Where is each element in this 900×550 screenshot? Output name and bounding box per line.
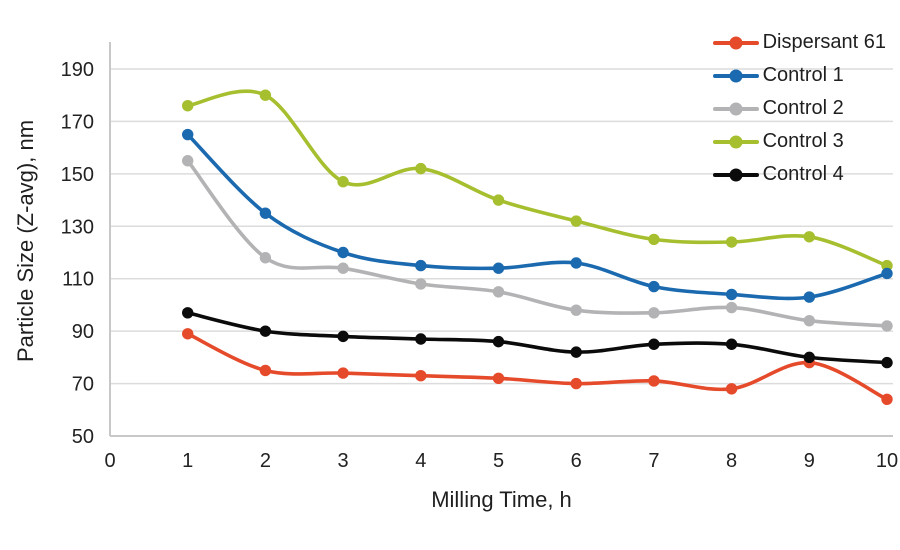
x-tick-label-6: 6 [571, 450, 582, 472]
data-point-control-1-h4 [415, 259, 427, 272]
legend-line-swatch [712, 168, 759, 181]
data-point-control-4-h3 [337, 330, 349, 343]
legend-marker-dot [729, 135, 743, 148]
data-point-dispersant-61-h4 [415, 370, 427, 382]
legend-label: Control 4 [762, 163, 844, 185]
series-line-control-2 [185, 159, 889, 328]
data-point-control-1-h1 [182, 128, 194, 141]
data-point-control-1-h6 [570, 257, 582, 269]
legend-label: Control 3 [762, 130, 844, 152]
x-tick-label-10: 10 [876, 450, 898, 472]
legend-line-swatch [712, 69, 759, 82]
data-point-dispersant-61-h2 [259, 364, 272, 377]
data-point-control-4-h4 [415, 333, 427, 345]
legend-label: Dispersant 61 [762, 31, 886, 53]
data-point-control-1-h9 [803, 291, 815, 303]
x-tick-label-0: 0 [104, 450, 115, 472]
data-point-control-4-h2 [259, 325, 272, 337]
y-tick-label-50: 50 [72, 426, 94, 448]
legend-label: Control 2 [762, 97, 844, 119]
data-point-control-3-h7 [648, 233, 660, 246]
data-point-control-2-h7 [648, 307, 660, 319]
data-point-dispersant-61-h1 [182, 328, 194, 340]
data-point-control-2-h6 [570, 304, 582, 316]
data-point-control-3-h8 [725, 236, 738, 248]
legend-line-swatch [712, 36, 759, 49]
data-point-control-2-h4 [415, 278, 427, 290]
legend-item-control-2: Control 2 [712, 92, 886, 125]
y-tick-label-70: 70 [72, 374, 94, 396]
data-point-control-4-h10 [881, 356, 893, 369]
data-point-dispersant-61-h5 [492, 372, 505, 385]
x-tick-label-3: 3 [338, 450, 349, 472]
data-point-control-3-h6 [570, 215, 582, 227]
data-point-control-2-h2 [259, 252, 272, 264]
y-tick-label-130: 130 [61, 216, 94, 238]
data-point-dispersant-61-h6 [570, 377, 582, 390]
series-line-control-3 [185, 89, 889, 268]
data-point-control-2-h3 [337, 262, 349, 274]
x-tick-label-1: 1 [182, 450, 193, 472]
legend-line-swatch [712, 135, 759, 148]
data-point-control-2-h9 [803, 314, 815, 327]
data-point-control-2-h10 [881, 320, 893, 332]
series-line-control-4 [185, 311, 889, 365]
legend-item-control-3: Control 3 [712, 125, 886, 158]
data-point-control-3-h4 [415, 162, 427, 175]
legend-item-control-4: Control 4 [712, 158, 886, 191]
data-point-control-1-h10 [881, 267, 893, 280]
data-point-control-4-h7 [648, 338, 660, 350]
x-tick-label-8: 8 [726, 450, 737, 472]
data-point-control-3-h10 [881, 259, 893, 272]
x-axis-title: Milling Time, h [431, 487, 572, 512]
data-point-control-2-h8 [725, 301, 738, 314]
data-point-control-3-h3 [337, 176, 349, 188]
data-point-control-1-h5 [492, 262, 505, 274]
x-tick-label-7: 7 [648, 450, 659, 472]
y-tick-label-190: 190 [61, 59, 94, 81]
data-point-control-4-h5 [492, 335, 505, 348]
data-point-control-3-h2 [259, 89, 272, 101]
data-point-control-4-h6 [570, 346, 582, 358]
data-point-control-3-h9 [803, 231, 815, 243]
data-point-control-2-h1 [182, 155, 194, 167]
x-tick-label-9: 9 [804, 450, 815, 472]
data-point-dispersant-61-h8 [725, 383, 738, 395]
data-point-control-1-h8 [725, 288, 738, 301]
data-point-control-2-h5 [492, 286, 505, 298]
x-tick-label-4: 4 [415, 450, 426, 472]
y-axis-title: Particle Size (Z-avg), nm [13, 119, 38, 363]
legend-marker-dot [729, 168, 743, 181]
y-tick-label-170: 170 [61, 111, 94, 133]
data-point-control-3-h1 [182, 100, 194, 112]
legend-item-control-1: Control 1 [712, 59, 886, 92]
data-point-control-1-h2 [259, 207, 272, 219]
data-point-control-4-h9 [803, 351, 815, 364]
data-point-dispersant-61-h7 [648, 375, 660, 387]
series-line-dispersant-61 [185, 332, 889, 402]
legend-label: Control 1 [762, 64, 844, 86]
legend-marker-dot [729, 69, 743, 82]
legend-marker-dot [729, 36, 743, 49]
legend-item-dispersant-61: Dispersant 61 [712, 26, 886, 59]
x-tick-label-5: 5 [493, 450, 504, 472]
data-point-control-4-h8 [725, 338, 738, 350]
legend-marker-dot [729, 102, 743, 115]
y-tick-label-110: 110 [62, 269, 94, 291]
legend-line-swatch [712, 102, 759, 115]
y-tick-label-90: 90 [72, 321, 94, 343]
legend: Dispersant 61 Control 1 Control 2 Control 3… [712, 26, 886, 191]
data-point-dispersant-61-h3 [337, 367, 349, 379]
data-point-control-3-h5 [492, 194, 505, 206]
data-point-control-1-h7 [648, 280, 660, 293]
data-point-dispersant-61-h10 [881, 393, 893, 405]
y-tick-label-150: 150 [61, 164, 94, 186]
data-point-control-1-h3 [337, 246, 349, 259]
data-point-control-4-h1 [182, 307, 194, 319]
x-tick-label-2: 2 [260, 450, 271, 472]
series-line-control-1 [185, 132, 889, 301]
